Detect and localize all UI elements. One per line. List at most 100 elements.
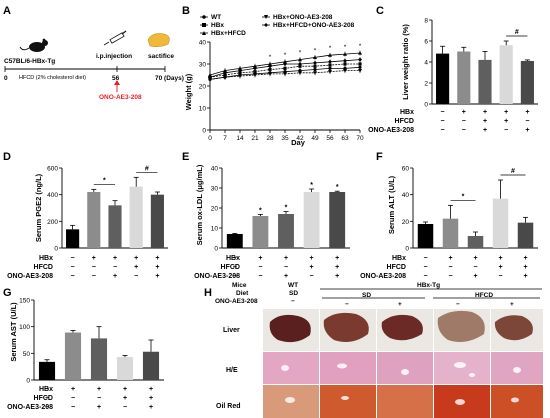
bar-2 [478, 59, 492, 104]
condition-sign: − [462, 127, 466, 134]
weight-y-label: Weight (g) [184, 73, 193, 110]
condition-label: ONO-AE3-208 [368, 127, 414, 134]
data-point [343, 69, 347, 73]
condition-label: HFCD [395, 118, 414, 125]
x-tick-label: 70 [356, 135, 364, 142]
ast-bar-chart: 0 50 100 150 [19, 298, 164, 385]
data-point [298, 62, 302, 66]
significance-mark: # [511, 168, 515, 175]
alt-bar-chart: 0 20 40 60 * # [402, 166, 538, 253]
legend-item-hbx-hfcd: HBx+HFCD [200, 30, 246, 37]
significance-mark: * [103, 177, 106, 184]
data-point [298, 71, 302, 75]
conditions-table-f: HBx − + + + + HFCD − − − + + ONO-AE3-208 − − + − + [360, 255, 527, 280]
row-label-oil-red: Oil Red [216, 403, 241, 410]
panel-letter-e: E [182, 151, 189, 163]
bar-3 [129, 186, 143, 248]
legend-label-hbx: HBx [211, 22, 224, 29]
panel-letter-b: B [182, 5, 190, 17]
condition-sign: + [284, 255, 288, 262]
data-point [328, 63, 332, 67]
panel-letter-h: H [204, 287, 212, 299]
bar-0 [66, 229, 80, 248]
condition-label: ONO-AE3-208 [7, 273, 53, 280]
condition-sign: − [423, 264, 427, 271]
conditions-table-c: HBx − + + + + HFCD − − + + − ONO-AE3-208 − − + − + [368, 109, 529, 134]
condition-sign: + [504, 109, 508, 116]
bar-2 [467, 236, 484, 248]
x-tick-label: 7 [223, 135, 227, 142]
condition-sign: − [92, 264, 96, 271]
condition-sign: − [71, 404, 75, 411]
timeline-tick-70: 70 (Days) [155, 75, 184, 82]
condition-sign: − [423, 273, 427, 280]
condition-label: HBx [400, 109, 414, 116]
panel-letter-c: C [376, 5, 384, 17]
y-tick-label: 20 [402, 219, 410, 226]
legend-item-hbx-hfcd-ono: HBx+HFCD+ONO-AE3-208 [262, 22, 355, 29]
condition-label: HBx [226, 255, 240, 262]
oil-red-stain-row [263, 385, 543, 418]
y-tick-label: 600 [47, 166, 58, 173]
he-photo-hbx-hfcd [434, 352, 490, 384]
row-label-liver: Liver [223, 327, 240, 334]
header-hfcd-plus: + [510, 301, 514, 308]
significance-star: * [269, 54, 272, 61]
condition-label: HFCD [34, 264, 53, 271]
header-sd-plus: + [398, 301, 402, 308]
liver-photo-row [263, 309, 543, 351]
liver-weight-bar-chart: 0 2 4 6 8 # [424, 18, 538, 109]
significance-mark: * [462, 193, 465, 200]
he-photo-hbx [320, 352, 376, 384]
oxldl-bar-chart: 0 10 20 30 40 * * * * [211, 166, 350, 253]
legend-item-hbx: HBx [200, 22, 224, 29]
bar-3 [492, 198, 509, 248]
row-label-he: H/E [226, 367, 238, 374]
condition-sign: − [113, 264, 117, 271]
y-tick-label: 8 [424, 18, 428, 25]
data-point [268, 64, 272, 69]
condition-sign: − [462, 118, 466, 125]
condition-sign: + [71, 386, 75, 393]
conditions-table-e: HBx− + + + +HFCD− − − + +ONO-AE3-208− − + − + [194, 255, 339, 280]
panel-a: A C57BL/6-HBx-Tg i.p.injection sactifice… [3, 5, 184, 101]
y-tick-label: 40 [199, 40, 207, 47]
condition-sign: + [525, 127, 529, 134]
data-point [343, 62, 347, 66]
condition-sign: − [258, 273, 262, 280]
oxldl-y-label: Serum ox-LDL (μg/mL) [195, 164, 204, 245]
condition-sign: + [473, 255, 477, 262]
bar-4 [329, 192, 346, 248]
bar-1 [457, 51, 471, 104]
panel-e: E 0 10 20 30 40 * * * * Serum ox-LDL (μg/mL) [182, 151, 350, 253]
y-tick-label: 40 [211, 166, 219, 173]
condition-sign: − [233, 264, 237, 271]
bar-4 [520, 60, 534, 104]
header-hbx-tg: HBx-Tg [417, 282, 440, 289]
condition-sign: + [483, 109, 487, 116]
y-tick-label: 100 [19, 324, 30, 331]
mouse-icon [19, 38, 48, 52]
condition-sign: − [473, 264, 477, 271]
y-tick-label: 2 [424, 81, 428, 88]
condition-sign: − [441, 118, 445, 125]
header-wt-sd: SD [289, 290, 298, 297]
data-point [283, 72, 287, 76]
condition-label: HBx [39, 386, 53, 393]
x-tick-label: 0 [208, 135, 212, 142]
panel-f: F 0 20 40 60 * # Serum ALT (U/L) [376, 151, 538, 253]
legend-item-wt: WT [200, 14, 221, 21]
condition-sign: − [71, 273, 75, 280]
legend-label-wt: WT [211, 14, 221, 21]
chart-legend: WT HBx HBx+HFCD HBx+ONO-AE3-208 HBx+HFCD… [200, 14, 355, 37]
header-sd-minus: − [345, 301, 349, 308]
timeline-tick-0: 0 [4, 75, 8, 82]
y-tick-label: 4 [424, 60, 428, 67]
data-point [328, 59, 332, 64]
y-tick-label: 150 [19, 298, 30, 305]
condition-label: HBx [392, 255, 406, 262]
condition-sign: + [523, 255, 527, 262]
data-point [343, 58, 347, 63]
condition-label: ONO-AE3-208 [7, 404, 53, 411]
significance-mark: * [285, 205, 288, 212]
